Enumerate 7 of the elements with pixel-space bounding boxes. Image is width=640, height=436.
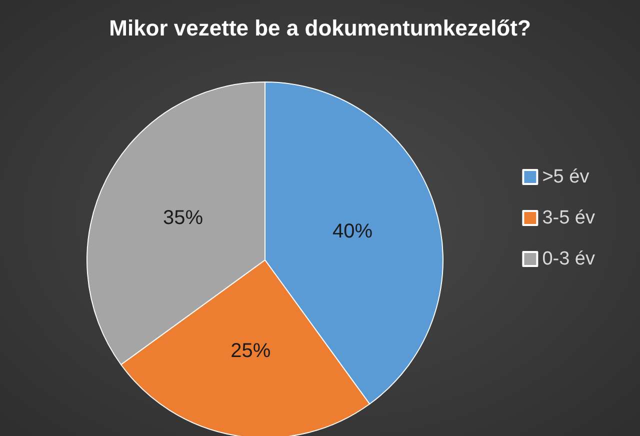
data-label: 40% — [332, 220, 373, 243]
data-label: 25% — [230, 340, 271, 362]
legend-label: >5 év — [542, 166, 590, 188]
legend-label: 0-3 év — [542, 248, 596, 270]
legend-label: 3-5 év — [542, 208, 596, 228]
data-label: 35% — [163, 207, 204, 230]
chart-title: Mikor vezette be a dokumentumkezelőt? — [109, 16, 531, 40]
